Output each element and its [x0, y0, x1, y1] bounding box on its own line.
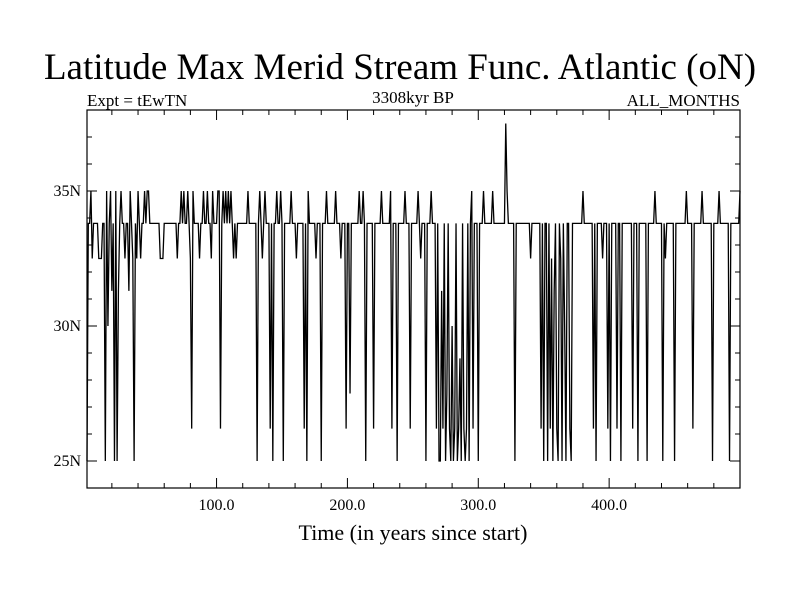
x-tick-label: 400.0: [591, 497, 627, 514]
x-tick-label: 200.0: [329, 497, 365, 514]
period-label: 3308kyr BP: [372, 88, 454, 107]
y-tick-label: 30N: [53, 318, 81, 335]
x-tick-label: 300.0: [460, 497, 496, 514]
series-line: [86, 123, 741, 462]
x-axis-label: Time (in years since start): [298, 520, 528, 545]
plot-frame: [86, 109, 741, 489]
y-tick-label: 35N: [53, 183, 81, 200]
months-label: ALL_MONTHS: [626, 91, 740, 110]
y-tick-label: 25N: [53, 453, 81, 470]
x-tick-label: 100.0: [199, 497, 235, 514]
chart-title: Latitude Max Merid Stream Func. Atlantic…: [43, 47, 757, 88]
experiment-label: Expt = tEwTN: [87, 91, 188, 110]
